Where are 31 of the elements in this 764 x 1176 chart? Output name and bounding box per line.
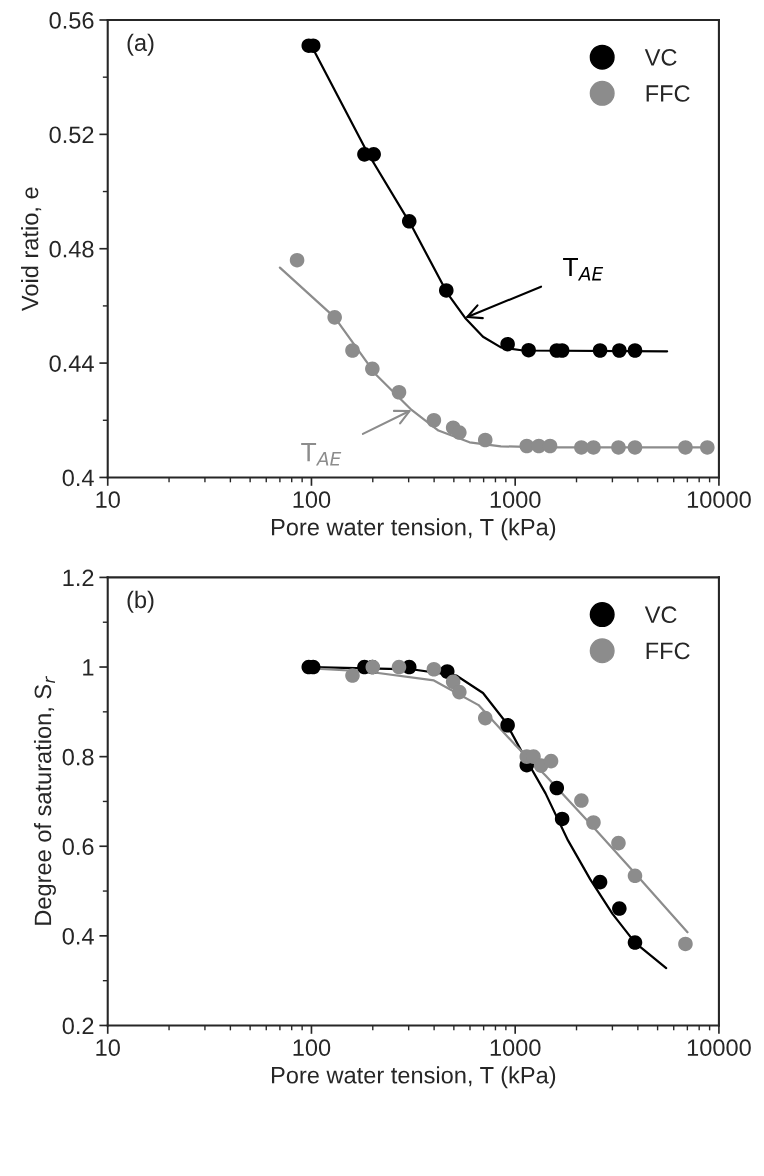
x-tick-label: 10 [96,1039,120,1057]
legend-label: FFC [646,642,690,660]
y-axis-title: Degree of saturation, S$_{r}$ [33,676,56,925]
legend-label: VC [644,606,677,624]
x-tick-label: 1000 [490,1039,541,1057]
x-axis-title: Pore water tension, T (kPa) [271,1066,556,1089]
y-tick-label: 0.52 [49,126,94,144]
y-axis-title: Void ratio, e [21,187,42,311]
y-tick-label: 1 [83,659,94,676]
x-tick-label: 10000 [687,1039,751,1057]
y-tick-label: 0.2 [62,1017,94,1035]
y-tick-label: 1.2 [63,569,94,586]
y-tick-label: 0.56 [49,12,94,29]
x-tick-label: 100 [293,1039,331,1057]
y-tick-label: 0.8 [62,748,94,766]
legend-label: VC [644,48,677,66]
annotation: (a) [127,33,154,56]
y-tick-label: 0.48 [49,240,94,258]
y-tick-label: 0.4 [62,469,94,487]
x-tick-label: 10000 [687,491,751,508]
x-tick-label: 100 [293,491,331,508]
y-tick-label: 0.6 [62,838,94,856]
x-tick-label: 1000 [490,491,541,508]
annotation: T$_{AE}$ [301,443,342,466]
x-tick-label: 10 [96,491,120,508]
y-tick-label: 0.44 [49,355,94,372]
y-tick-label: 0.4 [62,927,94,945]
legend-label: FFC [646,85,690,102]
annotation: (b) [127,590,154,613]
x-axis-title: Pore water tension, T (kPa) [271,518,556,541]
annotation: T$_{AE}$ [563,257,604,281]
